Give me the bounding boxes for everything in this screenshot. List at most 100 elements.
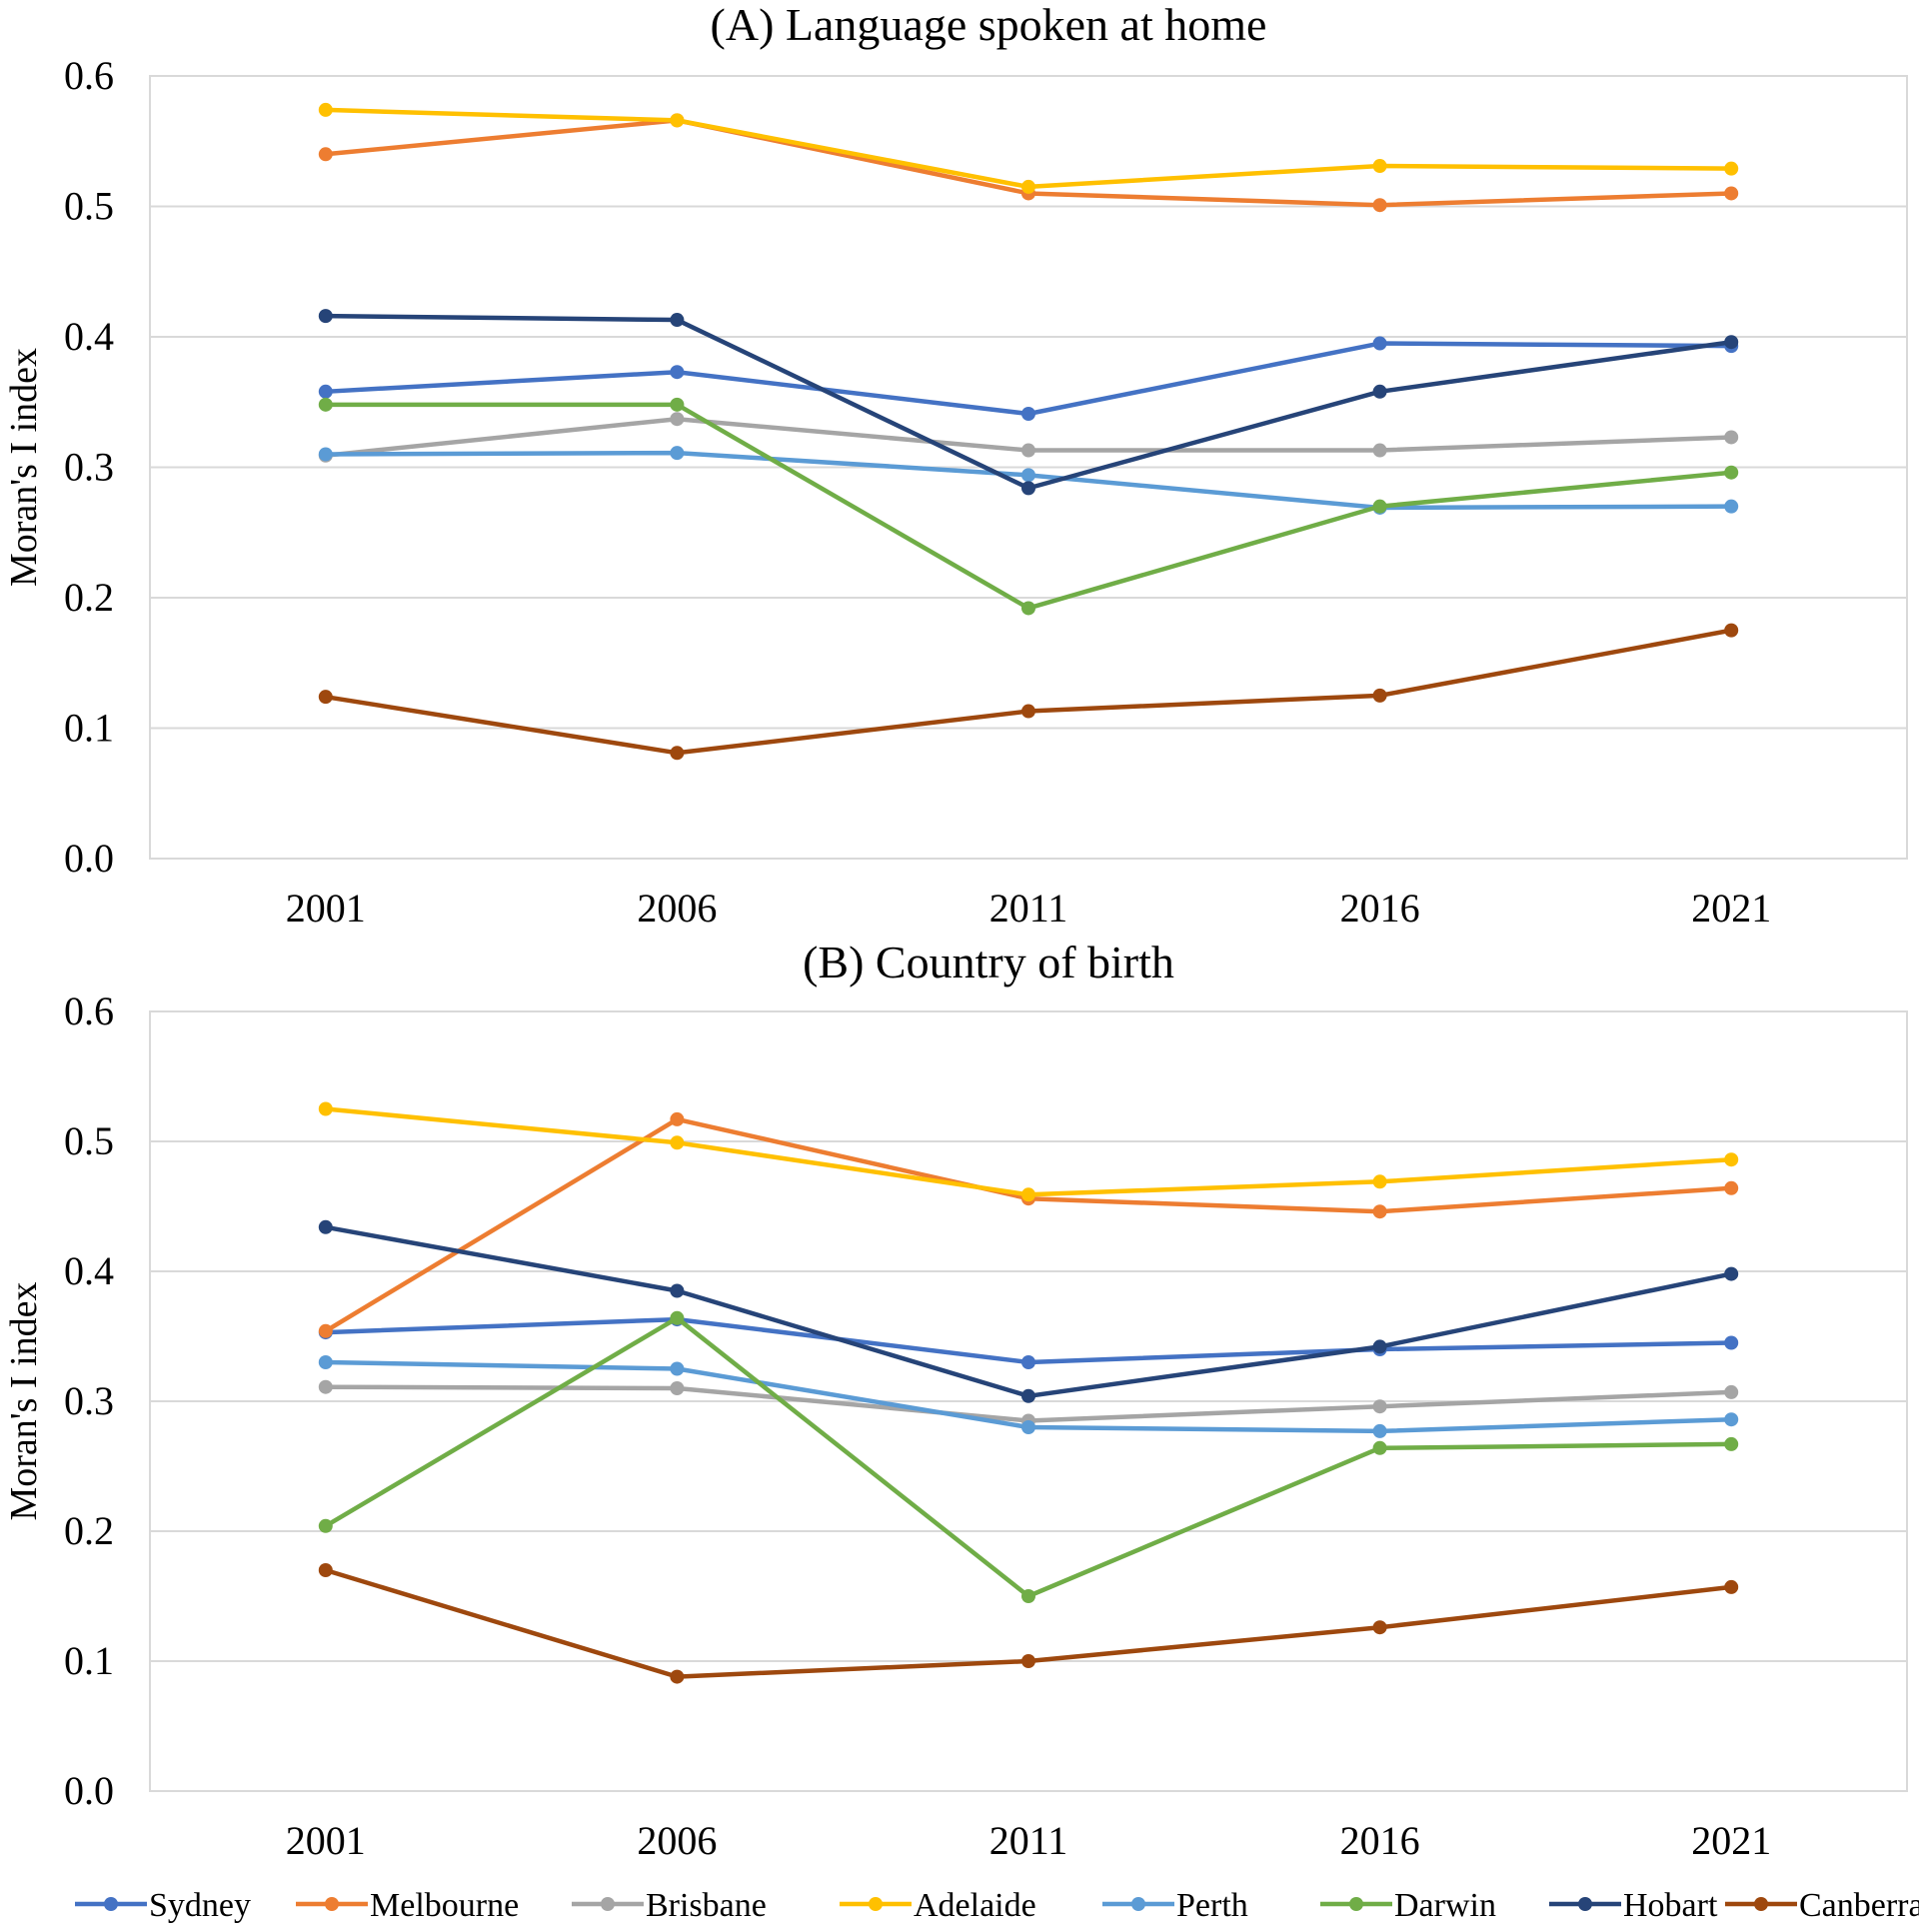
x-tick-label: 2006 <box>637 886 717 931</box>
x-tick-label: 2001 <box>286 886 366 931</box>
data-point <box>1021 1388 1035 1403</box>
data-point <box>1021 704 1035 719</box>
data-point <box>1021 468 1035 483</box>
data-point <box>1724 186 1739 201</box>
data-point <box>1372 336 1387 351</box>
data-point <box>1021 601 1035 616</box>
legend-item-darwin: Darwin <box>1320 1887 1496 1924</box>
series-darwin <box>318 1310 1739 1603</box>
legend-label: Perth <box>1176 1887 1248 1924</box>
data-point <box>318 397 333 412</box>
data-point <box>1724 623 1739 638</box>
legend-label: Adelaide <box>914 1887 1036 1924</box>
legend-label: Darwin <box>1394 1887 1496 1924</box>
data-point <box>1372 1620 1387 1635</box>
legend-label: Sydney <box>149 1887 251 1924</box>
legend-item-brisbane: Brisbane <box>572 1887 767 1924</box>
series-melbourne <box>318 1111 1739 1338</box>
data-point <box>670 1135 685 1150</box>
data-point <box>670 412 685 427</box>
data-point <box>1724 430 1739 445</box>
data-point <box>318 1355 333 1369</box>
data-point <box>1724 1384 1739 1399</box>
legend-swatch-marker <box>869 1897 883 1911</box>
series-adelaide <box>318 1101 1739 1202</box>
data-point <box>1021 1355 1035 1369</box>
y-tick-label: 0.1 <box>64 1638 114 1683</box>
series-line <box>325 628 1732 756</box>
chart-panel-b: 0.0 0.1 0.2 0.3 0.4 0.5 0.6 2001 2006 2011 2016 202… <box>3 937 1908 1863</box>
legend-item-sydney: Sydney <box>75 1887 251 1924</box>
data-point <box>1021 443 1035 458</box>
legend-item-hobart: Hobart <box>1549 1887 1718 1924</box>
data-point <box>1724 1436 1739 1451</box>
legend-item-perth: Perth <box>1102 1887 1248 1924</box>
series-hobart <box>318 1219 1739 1403</box>
data-point <box>318 1379 333 1394</box>
y-tick-label: 0.4 <box>64 314 114 359</box>
data-point <box>1372 1204 1387 1219</box>
series-line <box>324 1116 1732 1333</box>
series-perth <box>318 446 1739 515</box>
legend-swatch-marker <box>1131 1897 1145 1911</box>
series-melbourne <box>318 113 1739 213</box>
data-point <box>670 746 685 761</box>
data-point <box>670 446 685 461</box>
data-point <box>318 147 333 162</box>
data-point <box>1724 1335 1739 1350</box>
data-point <box>1724 1579 1739 1594</box>
legend-item-melbourne: Melbourne <box>296 1887 519 1924</box>
data-point <box>1372 384 1387 399</box>
series-line <box>325 1106 1732 1197</box>
data-point <box>1021 1420 1035 1434</box>
data-point <box>670 1669 685 1684</box>
data-point <box>1724 1412 1739 1427</box>
data-point <box>318 309 333 324</box>
data-point <box>670 1111 685 1126</box>
data-point <box>670 365 685 380</box>
y-tick-label: 0.3 <box>64 445 114 490</box>
series-perth <box>318 1355 1739 1438</box>
legend: Sydney Melbourne Brisbane Adelaide Perth Darw… <box>75 1887 1919 1924</box>
y-tick-label: 0.2 <box>64 575 114 620</box>
data-point <box>318 102 333 117</box>
series-darwin <box>318 397 1739 616</box>
y-tick-label: 0.5 <box>64 1118 114 1163</box>
data-point <box>1021 406 1035 421</box>
legend-swatch-marker <box>1754 1897 1768 1911</box>
data-point <box>318 384 333 399</box>
legend-label: Brisbane <box>646 1887 767 1924</box>
y-tick-label: 0.0 <box>64 1768 114 1813</box>
data-point <box>1724 161 1739 176</box>
series-line <box>325 107 1732 190</box>
y-tick-label: 0.6 <box>64 53 114 98</box>
data-point <box>318 1219 333 1234</box>
legend-swatch-marker <box>1349 1897 1363 1911</box>
series-sydney <box>318 1312 1739 1369</box>
chart-panel-a: 0.0 0.1 0.2 0.3 0.4 0.5 0.6 2001 2006 2011 2016 202… <box>3 0 1908 931</box>
data-point <box>1372 159 1387 174</box>
legend-swatch-marker <box>104 1897 118 1911</box>
x-tick-label: 2016 <box>1340 1818 1420 1863</box>
legend-label: Melbourne <box>370 1887 519 1924</box>
data-point <box>1372 688 1387 703</box>
series-line <box>325 1224 1732 1399</box>
y-tick-label: 0.3 <box>64 1378 114 1423</box>
data-point <box>318 1323 333 1338</box>
data-point <box>318 690 333 705</box>
data-point <box>1724 499 1739 514</box>
y-tick-label: 0.0 <box>64 836 114 881</box>
data-point <box>1724 465 1739 480</box>
data-point <box>1021 1654 1035 1668</box>
data-point <box>1021 179 1035 194</box>
series-line <box>325 313 1732 491</box>
legend-label: Hobart <box>1623 1887 1718 1924</box>
data-point <box>1372 1174 1387 1189</box>
x-tick-label: 2001 <box>286 1818 366 1863</box>
legend-swatch-marker <box>325 1897 339 1911</box>
data-point <box>670 397 685 412</box>
legend-swatch-marker <box>601 1897 615 1911</box>
legend-label: Canberra <box>1799 1887 1919 1924</box>
chart-title: (A) Language spoken at home <box>711 0 1267 50</box>
